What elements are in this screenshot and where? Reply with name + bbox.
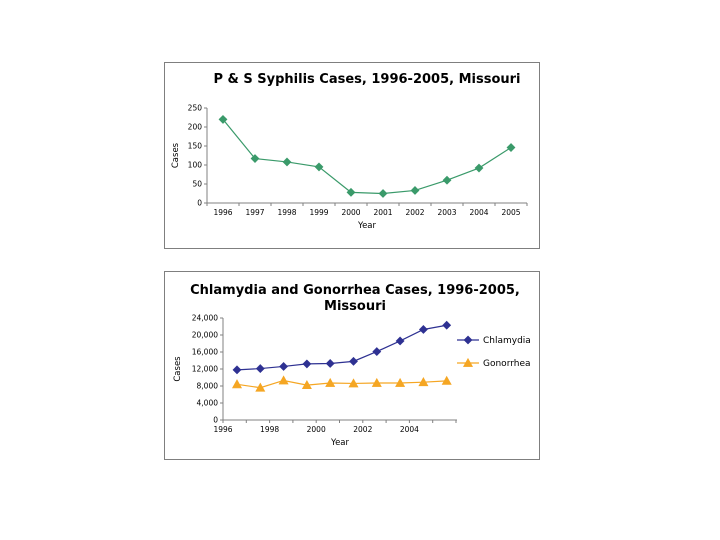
syphilis-title-line-1: P & S Syphilis Cases, 1996-2005, Missour… [213, 72, 520, 87]
syphilis-y-axis-label: Cases [171, 142, 181, 168]
chlamydia-gonorrhea-chlamydia-point-2003 [395, 336, 405, 346]
chlamydia-gonorrhea-chlamydia-point-1998 [279, 362, 289, 371]
syphilis-x-tick-label-2000: 2000 [341, 208, 360, 217]
chlamydia-gonorrhea-y-tick-label-8-000: 8,000 [197, 382, 219, 391]
syphilis-y-tick-label-100: 100 [188, 161, 203, 170]
chlamydia-gonorrhea-gonorrhea-point-2001 [348, 378, 359, 388]
syphilis-y-tick-label-200: 200 [188, 123, 203, 132]
syphilis-x-tick-label-1999: 1999 [309, 208, 328, 217]
chlamydia-gonorrhea-x-tick-label-1996: 1996 [213, 425, 232, 434]
syphilis-p-s-syphilis-point-2001 [378, 189, 388, 198]
syphilis-chart-panel: P & S Syphilis Cases, 1996-2005, Missour… [164, 62, 540, 249]
syphilis-y-tick-label-250: 250 [188, 104, 203, 113]
syphilis-p-s-syphilis-point-2005 [506, 143, 516, 152]
chlamydia-gonorrhea-legend-chlamydia-label: Chlamydia [483, 336, 531, 346]
chlamydia-gonorrhea-x-tick-label-2002: 2002 [353, 425, 372, 434]
chlamydia-gonorrhea-chlamydia-point-2004 [418, 325, 428, 334]
syphilis-p-s-syphilis-point-1996 [218, 114, 228, 124]
chlamydia-gonorrhea-y-tick-label-4-000: 4,000 [197, 399, 219, 408]
chlamydia-gonorrhea-y-axis-label: Cases [173, 356, 183, 382]
chlamydia-gonorrhea-legend-gonorrhea-marker [462, 357, 474, 367]
chlamydia-gonorrhea-chlamydia-point-1999 [302, 359, 312, 369]
chlamydia-gonorrhea-gonorrhea-point-1996 [231, 379, 243, 389]
chlamydia-gonorrhea-gonorrhea-point-2004 [418, 377, 429, 387]
chlamydia-gonorrhea-chlamydia-point-2005 [442, 320, 452, 330]
chlamydia-gonorrhea-y-tick-label-0: 0 [213, 416, 218, 425]
syphilis-p-s-syphilis-point-1997 [250, 154, 260, 163]
chlamydia-gonorrhea-gonorrhea-point-2005 [441, 375, 452, 385]
syphilis-y-tick-label-0: 0 [197, 199, 202, 208]
chlamydia-gonorrhea-x-tick-label-2000: 2000 [307, 425, 326, 434]
chlamydia-gonorrhea-gonorrhea-point-2003 [395, 377, 406, 387]
syphilis-p-s-syphilis-point-2000 [346, 187, 356, 197]
chlamydia-gonorrhea-x-axis-label: Year [330, 438, 350, 448]
syphilis-p-s-syphilis-point-2003 [442, 175, 452, 185]
syphilis-x-tick-label-2005: 2005 [501, 208, 520, 217]
chlamydia-gonorrhea-y-tick-label-20-000: 20,000 [192, 331, 218, 340]
chlamydia-gonorrhea-x-tick-label-1998: 1998 [260, 425, 279, 434]
chlamydia-gonorrhea-gonorrhea-point-1997 [255, 382, 266, 392]
chlamydia-gonorrhea-chlamydia-line [236, 324, 447, 371]
chlamydia-gonorrhea-gonorrhea-point-1998 [278, 375, 289, 385]
chlamydia-gonorrhea-chlamydia-point-1997 [255, 364, 265, 373]
chlamydia-gonorrhea-gonorrhea-point-2002 [371, 377, 382, 387]
chlamydia-gonorrhea-chlamydia-point-2000 [325, 359, 335, 368]
syphilis-p-s-syphilis-point-2002 [410, 186, 420, 195]
syphilis-x-tick-label-2002: 2002 [405, 208, 424, 217]
chlamydia-gonorrhea-gonorrhea-point-2000 [325, 377, 336, 387]
chlamydia-gonorrhea-title-line-1: Chlamydia and Gonorrhea Cases, 1996-2005… [190, 283, 520, 298]
syphilis-y-tick-label-50: 50 [192, 180, 202, 189]
chlamydia-gonorrhea-gonorrhea-line [236, 379, 447, 389]
syphilis-x-tick-label-2001: 2001 [373, 208, 392, 217]
syphilis-x-tick-label-1997: 1997 [245, 208, 264, 217]
chlamydia-gonorrhea-legend-gonorrhea-label: Gonorrhea [483, 359, 531, 369]
chlamydia-gonorrhea-y-tick-label-24-000: 24,000 [192, 314, 218, 323]
chlamydia-gonorrhea-legend-chlamydia-marker [463, 335, 473, 345]
syphilis-p-s-syphilis-point-2004 [474, 163, 484, 173]
syphilis-x-tick-label-2003: 2003 [437, 208, 456, 217]
chlamydia-gonorrhea-chart-panel: Chlamydia and Gonorrhea Cases, 1996-2005… [164, 271, 540, 460]
syphilis-chart: P & S Syphilis Cases, 1996-2005, Missour… [171, 72, 528, 231]
syphilis-y-tick-label-150: 150 [188, 142, 203, 151]
chlamydia-gonorrhea-chlamydia-point-1996 [232, 365, 242, 375]
chlamydia-gonorrhea-title-line-2: Missouri [324, 299, 386, 314]
chlamydia-gonorrhea-chlamydia-point-2001 [349, 356, 358, 366]
chlamydia-gonorrhea-y-tick-label-12-000: 12,000 [192, 365, 218, 374]
syphilis-p-s-syphilis-line [222, 119, 512, 195]
chlamydia-gonorrhea-gonorrhea-point-1999 [301, 380, 312, 390]
syphilis-x-tick-label-1996: 1996 [213, 208, 232, 217]
chlamydia-gonorrhea-y-tick-label-16-000: 16,000 [192, 348, 218, 357]
chlamydia-gonorrhea-x-tick-label-2004: 2004 [400, 425, 419, 434]
syphilis-x-axis-label: Year [357, 221, 377, 231]
syphilis-p-s-syphilis-point-1998 [282, 157, 292, 167]
syphilis-x-tick-label-2004: 2004 [469, 208, 488, 217]
syphilis-p-s-syphilis-point-1999 [314, 162, 324, 172]
chlamydia-gonorrhea-chart: Chlamydia and Gonorrhea Cases, 1996-2005… [173, 283, 531, 448]
syphilis-x-tick-label-1998: 1998 [277, 208, 296, 217]
chlamydia-gonorrhea-chlamydia-point-2002 [372, 347, 382, 356]
